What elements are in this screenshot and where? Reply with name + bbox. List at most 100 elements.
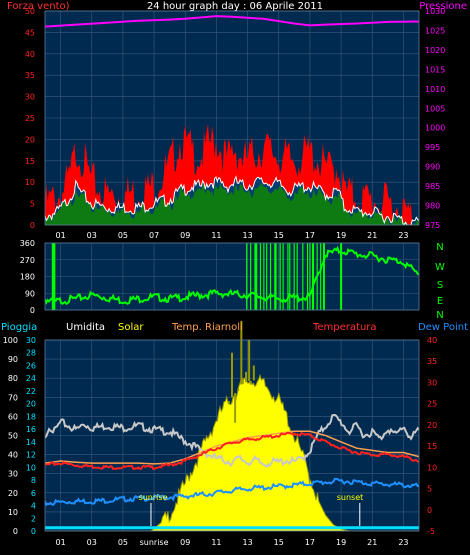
compass-w: W: [435, 262, 445, 273]
tick-left-top: 20: [25, 135, 35, 144]
tick-temp: 15: [427, 442, 437, 451]
tick-x-top: 11: [211, 231, 221, 240]
tick-pct: 20: [8, 489, 18, 498]
compass-s: S: [437, 280, 443, 291]
tick-right-top: 1010: [425, 85, 445, 94]
tick-left-mid: 180: [20, 273, 35, 282]
chart-title: 24 hour graph day : 06 Aprile 2011: [147, 1, 323, 12]
tick-x-bottom: 09: [180, 538, 190, 547]
solar-area: [45, 375, 419, 531]
indoor-temp-legend: Temp. Riarnoli: [171, 322, 243, 333]
tick-x-top: 01: [55, 231, 65, 240]
tick-left-mid: 360: [20, 239, 35, 248]
tick-x-top: 07: [149, 231, 159, 240]
tick-inner: 2: [31, 514, 36, 523]
tick-pct: 70: [8, 393, 18, 402]
tick-x-top: 21: [367, 231, 377, 240]
pressure-legend: Pressione: [419, 1, 467, 12]
tick-x-bottom: 19: [336, 538, 346, 547]
humidity-legend: Umidita: [66, 322, 105, 333]
tick-pct: 40: [8, 451, 18, 460]
compass-n-bottom: N: [436, 310, 443, 321]
tick-x-top: 03: [87, 231, 97, 240]
tick-x-top: 17: [305, 231, 315, 240]
tick-temp: 5: [427, 485, 432, 494]
temperature-legend: Temperatura: [312, 322, 377, 333]
tick-x-top: 13: [242, 231, 252, 240]
tick-right-top: 995: [425, 143, 440, 152]
tick-right-top: 1025: [425, 26, 445, 35]
tick-right-top: 1000: [425, 124, 445, 133]
tick-inner: 4: [31, 502, 36, 511]
tick-inner: 28: [26, 349, 36, 358]
tick-inner: 24: [26, 374, 36, 383]
tick-pct: 50: [8, 432, 18, 441]
tick-x-bottom: 05: [118, 538, 128, 547]
panel-frame: [44, 339, 420, 532]
tick-inner: 10: [26, 463, 36, 472]
tick-left-top: 50: [25, 7, 35, 16]
tick-inner: 20: [26, 400, 36, 409]
tick-right-top: 990: [425, 163, 440, 172]
tick-x-bottom: 03: [87, 538, 97, 547]
tick-right-top: 1015: [425, 65, 445, 74]
wind-fill-area: [45, 182, 419, 225]
tick-labels: 0510152025303540455097598098599099510001…: [3, 7, 446, 547]
compass-n-top: N: [436, 242, 443, 253]
tick-inner: 0: [31, 527, 36, 536]
tick-right-top: 1005: [425, 104, 445, 113]
tick-temp: 20: [427, 421, 437, 430]
tick-right-top: 975: [425, 221, 440, 230]
tick-pct: 80: [8, 374, 18, 383]
tick-pct: 30: [8, 470, 18, 479]
tick-left-top: 25: [25, 114, 35, 123]
tick-x-top: 23: [398, 231, 408, 240]
tick-temp: 30: [427, 378, 437, 387]
tick-x-bottom: 15: [274, 538, 284, 547]
tick-left-top: 5: [30, 200, 35, 209]
tick-x-bottom: 01: [55, 538, 65, 547]
tick-left-top: 15: [25, 157, 35, 166]
tick-x-top: 05: [118, 231, 128, 240]
tick-inner: 14: [26, 438, 36, 447]
tick-inner: 12: [26, 451, 36, 460]
tick-pct: 60: [8, 412, 18, 421]
wind-avg-line: [45, 175, 419, 225]
tick-inner: 18: [26, 412, 36, 421]
direction-line: [45, 245, 419, 305]
tick-inner: 16: [26, 425, 36, 434]
tick-left-top: 10: [25, 178, 35, 187]
tick-x-bottom: 21: [367, 538, 377, 547]
tick-left-top: 0: [30, 221, 35, 230]
panel-frame: [44, 10, 420, 226]
tick-right-top: 1030: [425, 7, 445, 16]
solar-outline: [45, 373, 419, 531]
tick-temp: 25: [427, 400, 437, 409]
tick-inner: 6: [31, 489, 36, 498]
tick-left-top: 30: [25, 93, 35, 102]
rain-legend: Pioggia: [1, 322, 37, 333]
tick-left-mid: 90: [25, 289, 35, 298]
wind-legend: Forza vento): [7, 1, 70, 12]
dewpoint-legend: Dew Point: [418, 322, 468, 333]
tick-pct: 10: [8, 508, 18, 517]
tick-x-bottom: 17: [305, 538, 315, 547]
temperature-line: [45, 431, 419, 471]
sunset-annotation: sunset: [337, 493, 364, 502]
tick-inner: 8: [31, 476, 36, 485]
tick-right-top: 980: [425, 202, 440, 211]
tick-x-bottom: 23: [398, 538, 408, 547]
tick-right-top: 1020: [425, 46, 445, 55]
tick-inner: 26: [26, 361, 36, 370]
tick-temp: 35: [427, 357, 437, 366]
tick-temp: 40: [427, 336, 437, 345]
tick-x-bottom: sunrise: [140, 538, 169, 547]
chart-marks: [44, 15, 420, 531]
tick-left-mid: 0: [30, 306, 35, 315]
indoor-temp-line: [45, 430, 419, 465]
tick-pct: 100: [3, 336, 18, 345]
tick-pct: 90: [8, 355, 18, 364]
tick-x-top: 19: [336, 231, 346, 240]
